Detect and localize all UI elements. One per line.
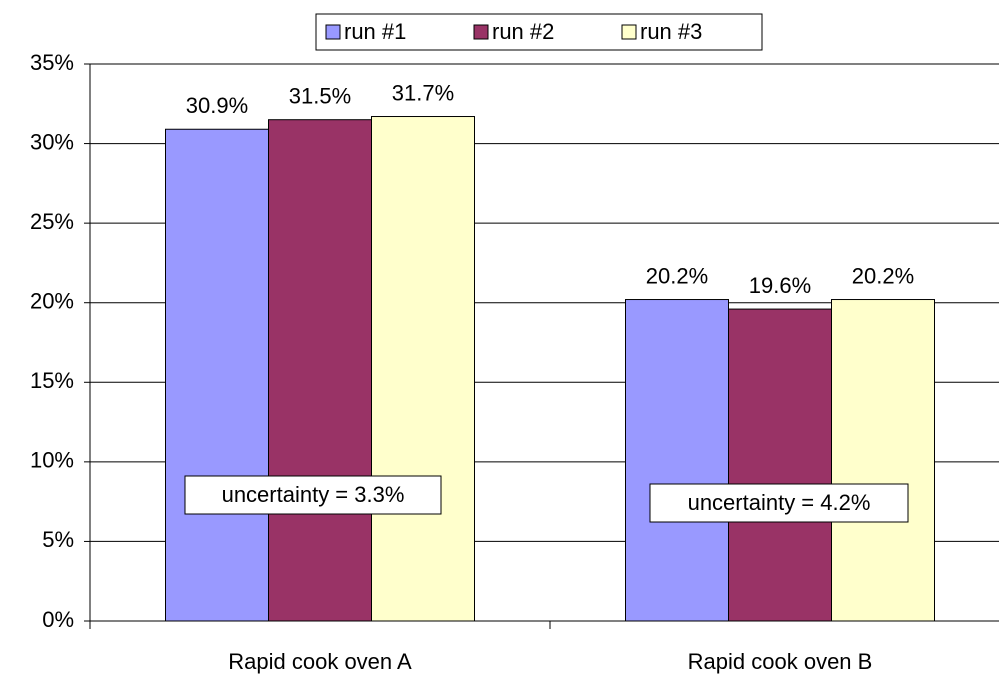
legend-label: run #3	[640, 19, 702, 44]
annotation-box	[649, 483, 909, 523]
value-label: 31.5%	[289, 84, 351, 109]
y-tick-label: 0%	[42, 607, 74, 632]
y-tick-label: 20%	[30, 289, 74, 314]
value-label: 31.7%	[392, 80, 454, 105]
legend-label: run #1	[344, 19, 406, 44]
legend-swatch	[325, 24, 341, 40]
y-tick-label: 5%	[42, 527, 74, 552]
bar	[371, 116, 475, 622]
y-tick-label: 30%	[30, 129, 74, 154]
value-label: 20.2%	[852, 263, 914, 288]
x-tick-label: Rapid cook oven A	[228, 649, 412, 674]
legend-swatch	[473, 24, 489, 40]
bar	[268, 119, 372, 622]
bar	[831, 299, 935, 622]
value-label: 19.6%	[749, 273, 811, 298]
y-tick-label: 10%	[30, 448, 74, 473]
annotation: uncertainty = 3.3%	[222, 482, 405, 507]
x-tick-label: Rapid cook oven B	[688, 649, 873, 674]
bar	[728, 308, 832, 622]
bar	[165, 128, 269, 622]
legend-box	[315, 13, 763, 51]
annotation-box	[184, 475, 442, 515]
bar	[625, 299, 729, 622]
annotation: uncertainty = 4.2%	[688, 490, 871, 515]
y-tick-label: 35%	[30, 50, 74, 75]
legend-swatch	[621, 24, 637, 40]
value-label: 30.9%	[186, 93, 248, 118]
y-tick-label: 15%	[30, 368, 74, 393]
legend-label: run #2	[492, 19, 554, 44]
y-tick-label: 25%	[30, 209, 74, 234]
value-label: 20.2%	[646, 263, 708, 288]
